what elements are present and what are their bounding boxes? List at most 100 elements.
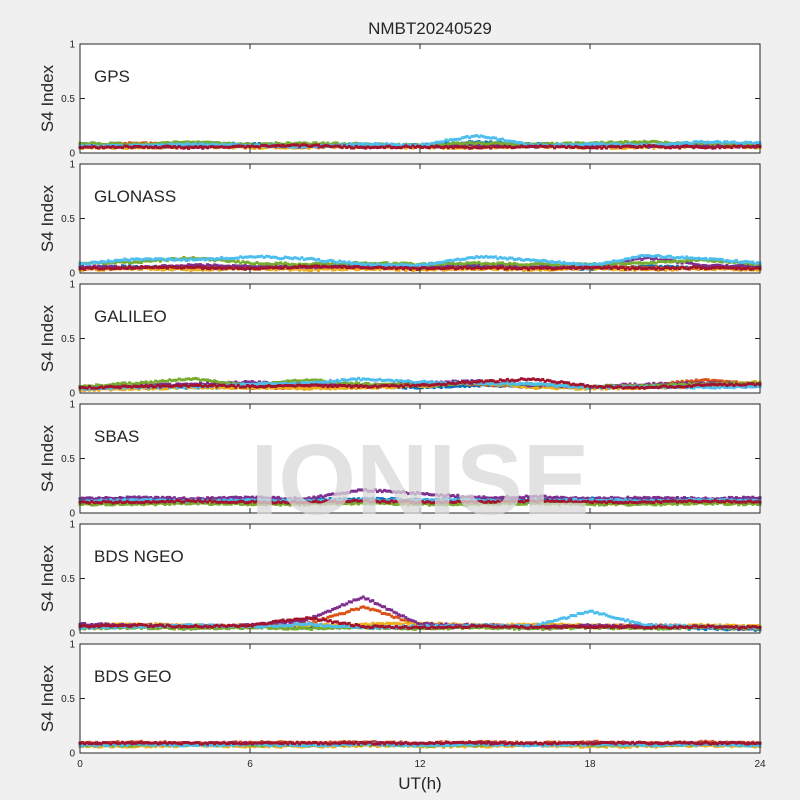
scatter-mark bbox=[217, 141, 221, 145]
scatter-mark bbox=[411, 264, 415, 268]
scatter-mark bbox=[394, 267, 398, 271]
scatter-mark bbox=[224, 142, 228, 145]
scatter-mark bbox=[605, 141, 608, 145]
scatter-mark bbox=[439, 140, 443, 144]
scatter-mark bbox=[383, 261, 387, 265]
scatter-mark bbox=[734, 141, 738, 145]
scatter-mark bbox=[158, 259, 162, 263]
scatter-mark bbox=[257, 262, 261, 266]
scatter-mark bbox=[402, 143, 405, 146]
scatter-mark bbox=[682, 266, 686, 270]
scatter-mark bbox=[338, 259, 342, 263]
scatter-mark bbox=[746, 141, 750, 145]
scatter-mark bbox=[288, 144, 292, 147]
scatter-mark bbox=[335, 263, 339, 267]
scatter-mark bbox=[711, 264, 715, 267]
data-point bbox=[588, 142, 592, 146]
scatter-mark bbox=[151, 143, 155, 147]
scatter-mark bbox=[154, 265, 158, 269]
scatter-mark bbox=[352, 143, 356, 147]
scatter-mark bbox=[569, 145, 573, 149]
scatter-mark bbox=[161, 268, 165, 272]
scatter-mark bbox=[267, 264, 271, 268]
scatter-mark bbox=[208, 145, 212, 149]
data-point bbox=[305, 143, 309, 147]
scatter-mark bbox=[184, 144, 188, 148]
scatter-mark bbox=[498, 261, 502, 265]
scatter-mark bbox=[319, 142, 323, 146]
scatter-mark bbox=[491, 136, 495, 140]
scatter-mark bbox=[635, 144, 639, 148]
scatter-mark bbox=[548, 266, 552, 270]
scatter-mark bbox=[572, 261, 575, 265]
scatter-mark bbox=[333, 260, 337, 264]
scatter-mark bbox=[111, 145, 115, 149]
scatter-mark bbox=[468, 256, 472, 260]
scatter-mark bbox=[640, 254, 644, 257]
scatter-mark bbox=[536, 262, 540, 266]
scatter-mark bbox=[661, 255, 665, 259]
scatter-mark bbox=[659, 142, 663, 146]
scatter-mark bbox=[699, 145, 703, 149]
scatter-mark bbox=[253, 386, 257, 390]
scatter-mark bbox=[416, 386, 420, 390]
scatter-mark bbox=[206, 263, 209, 267]
scatter-mark bbox=[314, 141, 318, 145]
scatter-mark bbox=[203, 267, 207, 271]
scatter-mark bbox=[383, 267, 387, 271]
scatter-mark bbox=[147, 265, 150, 269]
scatter-mark bbox=[232, 386, 235, 390]
scatter-mark bbox=[113, 261, 117, 265]
scatter-mark bbox=[215, 266, 219, 270]
scatter-mark bbox=[338, 142, 342, 146]
scatter-mark bbox=[262, 146, 266, 150]
scatter-mark bbox=[546, 386, 549, 389]
scatter-mark bbox=[515, 267, 519, 271]
scatter-mark bbox=[227, 143, 231, 147]
data-point bbox=[645, 261, 649, 265]
scatter-mark bbox=[661, 258, 665, 262]
scatter-mark bbox=[451, 141, 455, 145]
scatter-mark bbox=[609, 260, 613, 264]
scatter-mark bbox=[496, 145, 500, 149]
scatter-mark bbox=[751, 142, 755, 146]
scatter-mark bbox=[102, 260, 106, 264]
scatter-mark bbox=[586, 262, 590, 266]
scatter-mark bbox=[265, 142, 268, 146]
scatter-mark bbox=[482, 266, 486, 270]
scatter-mark bbox=[139, 261, 143, 264]
scatter-mark bbox=[350, 262, 353, 265]
scatter-mark bbox=[326, 387, 330, 391]
scatter-mark bbox=[716, 257, 719, 261]
scatter-mark bbox=[144, 145, 148, 149]
scatter-mark bbox=[236, 144, 240, 148]
scatter-mark bbox=[340, 260, 344, 264]
scatter-mark bbox=[250, 264, 254, 268]
scatter-mark bbox=[470, 261, 474, 265]
data-point bbox=[135, 266, 139, 270]
scatter-mark bbox=[574, 387, 578, 391]
scatter-mark bbox=[158, 146, 162, 150]
scatter-mark bbox=[321, 259, 325, 263]
scatter-mark bbox=[92, 141, 96, 145]
scatter-mark bbox=[324, 264, 328, 268]
scatter-mark bbox=[583, 146, 587, 150]
scatter-mark bbox=[628, 262, 632, 266]
scatter-mark bbox=[203, 143, 207, 147]
scatter-mark bbox=[517, 145, 521, 149]
scatter-mark bbox=[546, 264, 549, 268]
scatter-mark bbox=[713, 266, 717, 270]
scatter-mark bbox=[328, 265, 332, 269]
scatter-mark bbox=[697, 145, 701, 149]
scatter-mark bbox=[512, 140, 516, 144]
scatter-mark bbox=[633, 268, 637, 272]
scatter-mark bbox=[534, 258, 538, 262]
scatter-mark bbox=[125, 260, 129, 264]
data-point bbox=[701, 146, 705, 150]
scatter-mark bbox=[581, 262, 585, 266]
scatter-mark bbox=[137, 266, 141, 270]
scatter-mark bbox=[104, 143, 108, 147]
scatter-mark bbox=[453, 138, 457, 141]
scatter-mark bbox=[671, 256, 675, 260]
scatter-mark bbox=[435, 140, 438, 144]
